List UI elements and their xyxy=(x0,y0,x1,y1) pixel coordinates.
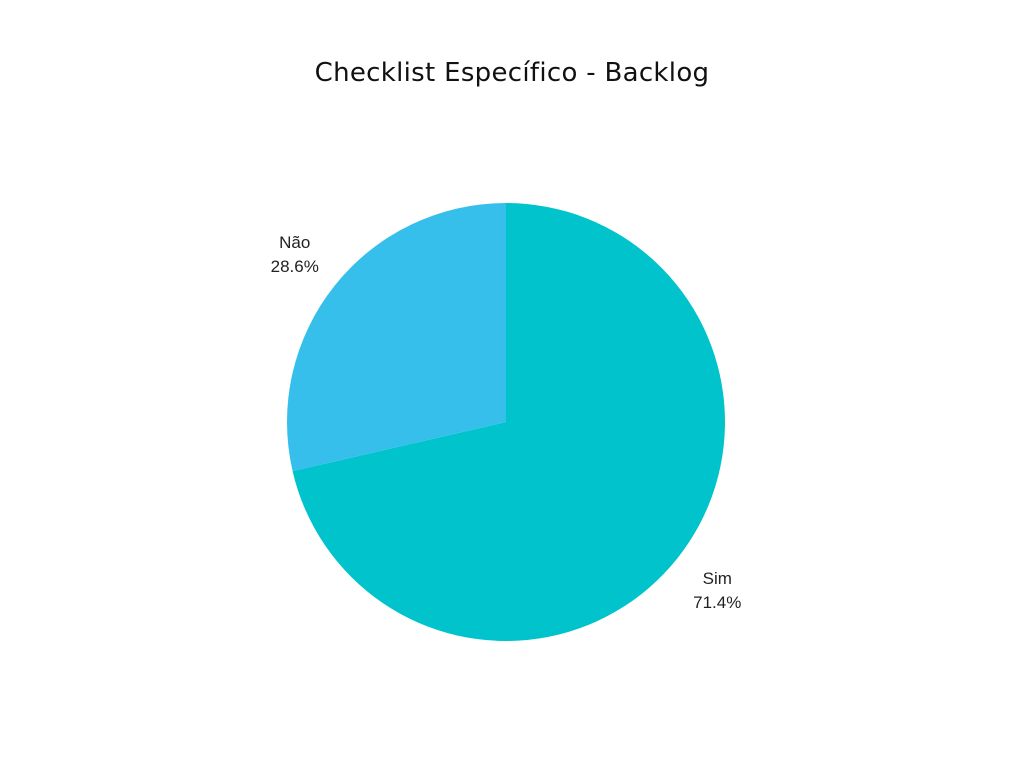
slice-percent-sim: 71.4% xyxy=(693,593,741,612)
slice-label-nao: Não xyxy=(279,233,310,252)
pie-slice-sim xyxy=(292,203,726,641)
slice-label-sim: Sim xyxy=(703,569,732,588)
slice-percent-nao: 28.6% xyxy=(271,257,319,276)
pie-slice-nao xyxy=(287,203,506,472)
chart-title: Checklist Específico - Backlog xyxy=(314,58,710,88)
